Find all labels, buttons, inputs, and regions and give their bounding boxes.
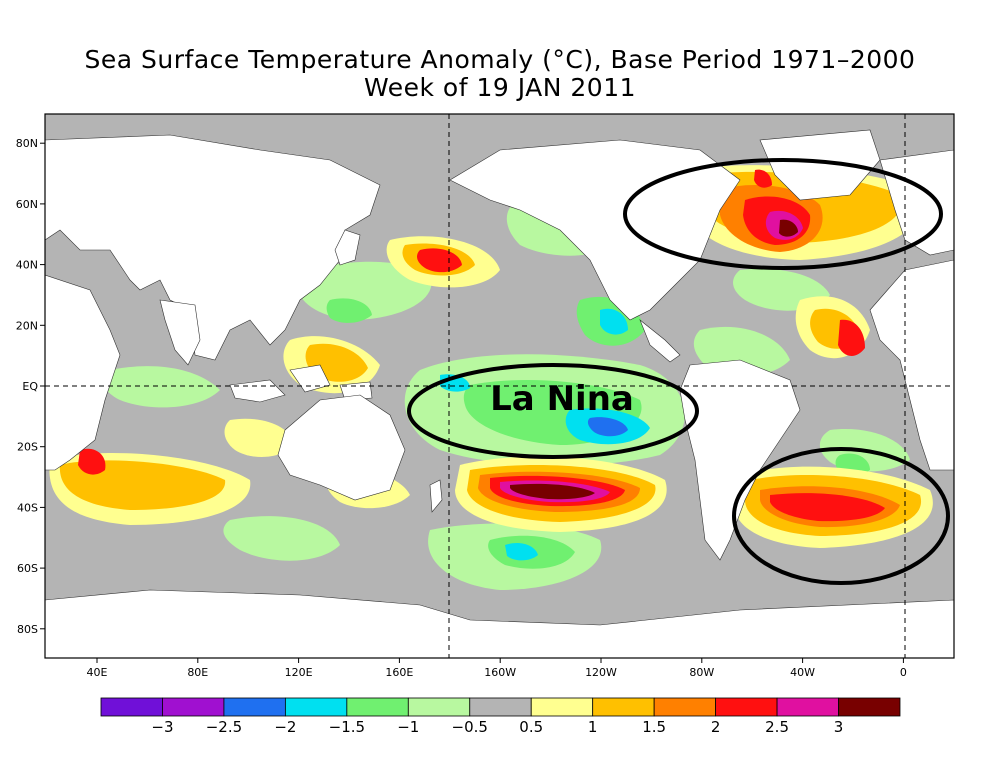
colorbar	[100, 697, 901, 717]
longitude-label: 160W	[484, 666, 516, 679]
longitude-label: 40E	[87, 666, 108, 679]
strong-positive-anomaly	[78, 169, 938, 528]
colorbar-labels: −3 −2.5 −2 −1.5 −1 −0.5 0.5 1 1.5 2 2.5 3	[151, 718, 843, 736]
colorbar-label: 3	[834, 718, 844, 736]
map-title: Sea Surface Temperature Anomaly (°C), Ba…	[0, 46, 1000, 102]
colorbar-label: −3	[151, 718, 173, 736]
colorbar-label: −1.5	[329, 718, 365, 736]
colorbar-swatch	[346, 697, 409, 717]
latitude-label: 60N	[16, 198, 38, 211]
colorbar-label: −1	[397, 718, 419, 736]
longitude-label: 40W	[790, 666, 815, 679]
longitude-label: 80W	[689, 666, 714, 679]
colorbar-label: −2.5	[206, 718, 242, 736]
colorbar-swatch	[469, 697, 532, 717]
longitude-label: 80E	[187, 666, 208, 679]
colorbar-swatch	[223, 697, 286, 717]
longitude-label: 120W	[585, 666, 617, 679]
la-nina-highlight-ellipse	[407, 363, 699, 459]
latitude-label: 20N	[16, 319, 38, 332]
title-line-1: Sea Surface Temperature Anomaly (°C), Ba…	[84, 45, 916, 74]
colorbar-swatch	[653, 697, 717, 717]
colorbar-swatch	[284, 697, 348, 717]
colorbar-swatch	[100, 697, 163, 717]
latitude-label: 60S	[17, 562, 38, 575]
title-line-2: Week of 19 JAN 2011	[363, 73, 637, 102]
colorbar-swatch	[592, 697, 655, 717]
colorbar-swatch	[776, 697, 839, 717]
colorbar-swatch	[715, 697, 778, 717]
latitude-label: 80S	[17, 623, 38, 636]
colorbar-swatch	[838, 697, 901, 717]
colorbar-label: −0.5	[452, 718, 488, 736]
latitude-labels: 80N 60N 40N 20N EQ 20S 40S 60S 80S	[16, 137, 45, 636]
strong-negative-anomaly	[440, 308, 650, 561]
colorbar-label: 2	[711, 718, 721, 736]
longitude-label: 160E	[385, 666, 413, 679]
longitude-labels: 40E 80E 120E 160E 160W 120W 80W 40W 0	[87, 658, 907, 679]
colorbar-label: 1.5	[642, 718, 666, 736]
land-masses	[45, 129, 954, 658]
latitude-label: 80N	[16, 137, 38, 150]
latitude-label: 40S	[17, 501, 38, 514]
latitude-label: EQ	[22, 380, 38, 393]
colorbar-swatch	[530, 697, 594, 717]
longitude-label: 0	[900, 666, 907, 679]
south-atlantic-highlight-ellipse	[732, 447, 950, 585]
colorbar-label: 2.5	[765, 718, 789, 736]
colorbar-label: 0.5	[519, 718, 543, 736]
latitude-label: 40N	[16, 259, 38, 272]
latitude-label: 20S	[17, 441, 38, 454]
colorbar-swatch	[407, 697, 471, 717]
colorbar-label: 1	[588, 718, 598, 736]
la-nina-label: La Nina	[490, 379, 634, 419]
north-atlantic-highlight-ellipse	[623, 158, 943, 270]
colorbar-swatch	[162, 697, 225, 717]
longitude-label: 120E	[285, 666, 313, 679]
colorbar-label: −2	[274, 718, 296, 736]
